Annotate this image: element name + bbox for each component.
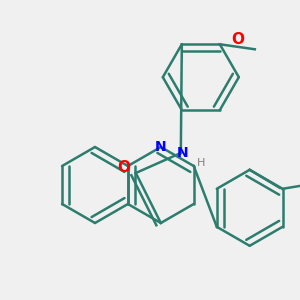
Text: N: N	[177, 146, 189, 160]
Text: H: H	[196, 158, 205, 168]
Text: O: O	[231, 32, 244, 47]
Text: O: O	[117, 160, 130, 175]
Text: N: N	[155, 140, 166, 154]
